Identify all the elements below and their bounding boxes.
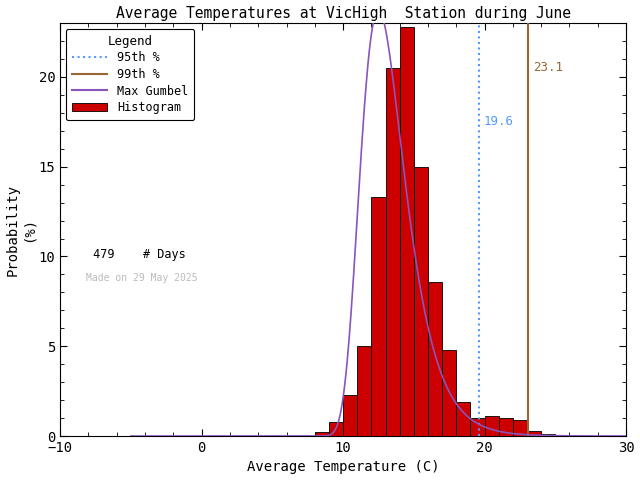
Bar (541, 434, 556, 436)
Bar (343, 395, 357, 436)
Bar (400, 27, 414, 436)
Text: Made on 29 May 2025: Made on 29 May 2025 (86, 273, 197, 283)
Bar (315, 432, 329, 436)
Bar (499, 418, 513, 436)
Y-axis label: Probability
(%): Probability (%) (6, 183, 36, 276)
Text: 19.6: 19.6 (483, 115, 513, 128)
Bar (428, 282, 442, 436)
Bar (470, 418, 484, 436)
Bar (357, 346, 371, 436)
Bar (456, 402, 470, 436)
Text: 23.1: 23.1 (532, 61, 563, 74)
Bar (371, 197, 385, 436)
Bar (442, 350, 456, 436)
Bar (527, 431, 541, 436)
Legend: 95th %, 99th %, Max Gumbel, Histogram: 95th %, 99th %, Max Gumbel, Histogram (66, 29, 194, 120)
Bar (513, 420, 527, 436)
Bar (414, 167, 428, 436)
Bar (329, 421, 343, 436)
X-axis label: Average Temperature (C): Average Temperature (C) (247, 460, 440, 474)
Bar (385, 68, 400, 436)
Title: Average Temperatures at VicHigh  Station during June: Average Temperatures at VicHigh Station … (116, 6, 571, 21)
Bar (484, 416, 499, 436)
Text: 479    # Days: 479 # Days (86, 248, 186, 261)
